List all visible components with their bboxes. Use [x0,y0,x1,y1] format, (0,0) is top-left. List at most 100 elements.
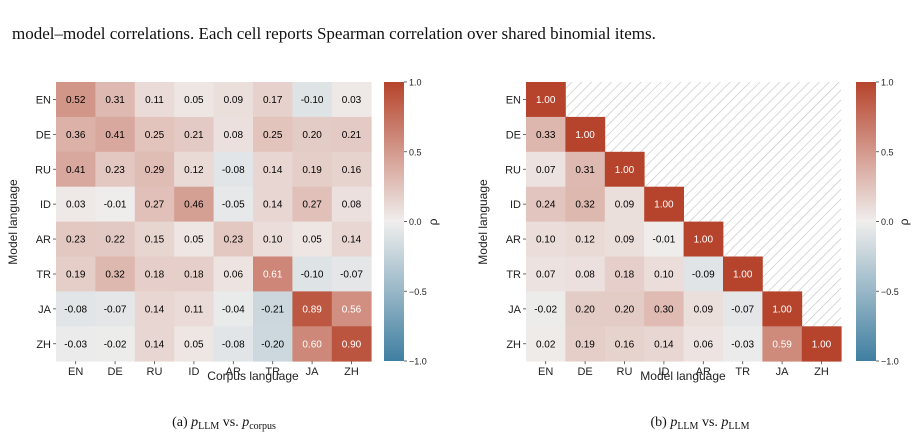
cell-value-label: 0.05 [302,235,322,246]
caption-b-left-sub: LLM [677,421,698,432]
heatmap-cell [565,256,606,292]
heatmap-cell [134,186,175,222]
heatmap-cell [56,116,96,153]
x-tick-label: TR [735,366,750,378]
x-tick-label: JA [306,366,320,378]
x-tick-label: TR [265,366,280,378]
cell-value-label: 1.00 [772,304,792,315]
cell-value-label: 1.00 [536,95,556,106]
colorbar-tick-label: 0.0 [409,217,422,227]
heatmap-cell [683,221,724,257]
x-tick-label: AR [696,366,711,378]
cell-value-label: 0.09 [694,304,714,315]
cell-value-label: 0.22 [105,235,125,246]
cell-value-label: 0.09 [615,235,635,246]
heatmap-cell [56,151,96,188]
cell-value-label: -0.03 [731,339,754,350]
heatmap-cell [134,151,175,188]
colorbar-a [384,82,404,361]
cell-value-label: -0.21 [261,304,284,315]
cell-value-label: 0.14 [145,304,165,315]
y-tick-label: ID [40,199,51,211]
heatmap-cell [174,326,214,362]
caption-b: (b) pLLM vs. pLLM [651,415,750,432]
cell-value-label: 1.00 [733,269,753,280]
heatmap-cell [95,291,136,327]
cell-value-label: 0.32 [105,269,125,280]
colorbar-ticks-b: 1.0 0.5 0.0 −0.5 −1.0 [876,78,899,367]
x-tick-label: RU [147,366,163,378]
heatmap-cell [213,291,254,327]
cell-value-label: 0.20 [575,304,595,315]
cell-value-label: -0.01 [653,235,676,246]
heatmap-cell [683,326,724,362]
heatmap-cell [95,82,136,118]
cell-value-label: 0.41 [105,130,125,141]
x-axis-label-a: Corpus language [207,369,299,383]
y-axis-label-a: Model language [6,179,20,265]
cell-value-label: 0.61 [263,269,283,280]
heatmap-cell [56,186,96,222]
heatmap-cell [134,82,175,118]
y-axis-label-b: Model language [476,179,490,265]
heatmap-cell [683,256,724,292]
heatmap-cell [56,326,96,362]
heatmap-cell [213,151,254,188]
heatmap-cell [95,326,136,362]
cell-value-label: 0.24 [536,200,556,211]
caption-a-right-var: p [241,415,249,430]
heatmap-cell [331,221,372,257]
cell-value-label: -0.10 [301,269,324,280]
cell-value-label: 0.32 [575,200,595,211]
cell-value-label: 0.31 [105,95,125,106]
cell-value-label: 0.19 [66,269,86,280]
colorbar-label-a: ρ [426,218,440,225]
cell-value-label: 0.19 [575,339,595,350]
colorbar-tick-label: 0.0 [881,217,894,227]
caption-b-left-var: p [669,415,677,430]
heatmap-cell [331,151,372,188]
heatmap-cell [253,221,293,257]
colorbar-tick-label: 1.0 [409,78,422,88]
heatmap-cell [604,326,645,362]
cell-value-label: 0.30 [654,304,674,315]
heatmap-cell [95,151,136,188]
colorbar-ticks-a: 1.0 0.5 0.0 −0.5 −1.0 [404,78,427,367]
cell-value-label: 0.31 [575,165,595,176]
y-tick-label: DE [506,129,521,141]
cell-value-label: 0.12 [184,165,204,176]
heatmap-cell [331,82,372,118]
heatmap-cell [292,186,333,222]
heatmap-cell [526,186,566,222]
cell-value-label: 0.02 [536,339,556,350]
x-tick-label: JA [776,366,790,378]
heatmap-cell [95,116,136,153]
heatmap-cell [683,291,724,327]
y-tick-label: EN [36,94,51,106]
cell-value-label: 0.11 [145,95,164,106]
heatmap-cell [134,116,175,153]
cell-value-label: 0.25 [145,130,165,141]
cell-value-label: 0.05 [184,95,204,106]
cell-value-label: 0.14 [263,165,283,176]
heatmap-cell [604,221,645,257]
heatmap-cell [134,221,175,257]
heatmap-cell [213,256,254,292]
x-tick-label: EN [538,366,553,378]
cell-value-label: -0.04 [222,304,245,315]
cell-value-label: 0.08 [342,200,362,211]
heatmap-cell [292,116,333,153]
y-tick-label: ZH [36,339,51,351]
y-tick-label: DE [36,129,51,141]
heatmap-cell [801,326,842,362]
x-tick-label: ZH [344,366,359,378]
heatmap-cell [253,291,293,327]
heatmap-ticks-b: EN DE RU ID AR TR JA ZH EN DE RU ID AR TR JA ZH [505,94,829,378]
heatmap-cell [644,256,684,292]
x-tick-label: AR [226,366,241,378]
heatmap-cell [174,151,214,188]
heatmap-cell [604,291,645,327]
cell-value-label: -0.20 [261,339,284,350]
cell-value-label: 0.11 [185,304,204,315]
